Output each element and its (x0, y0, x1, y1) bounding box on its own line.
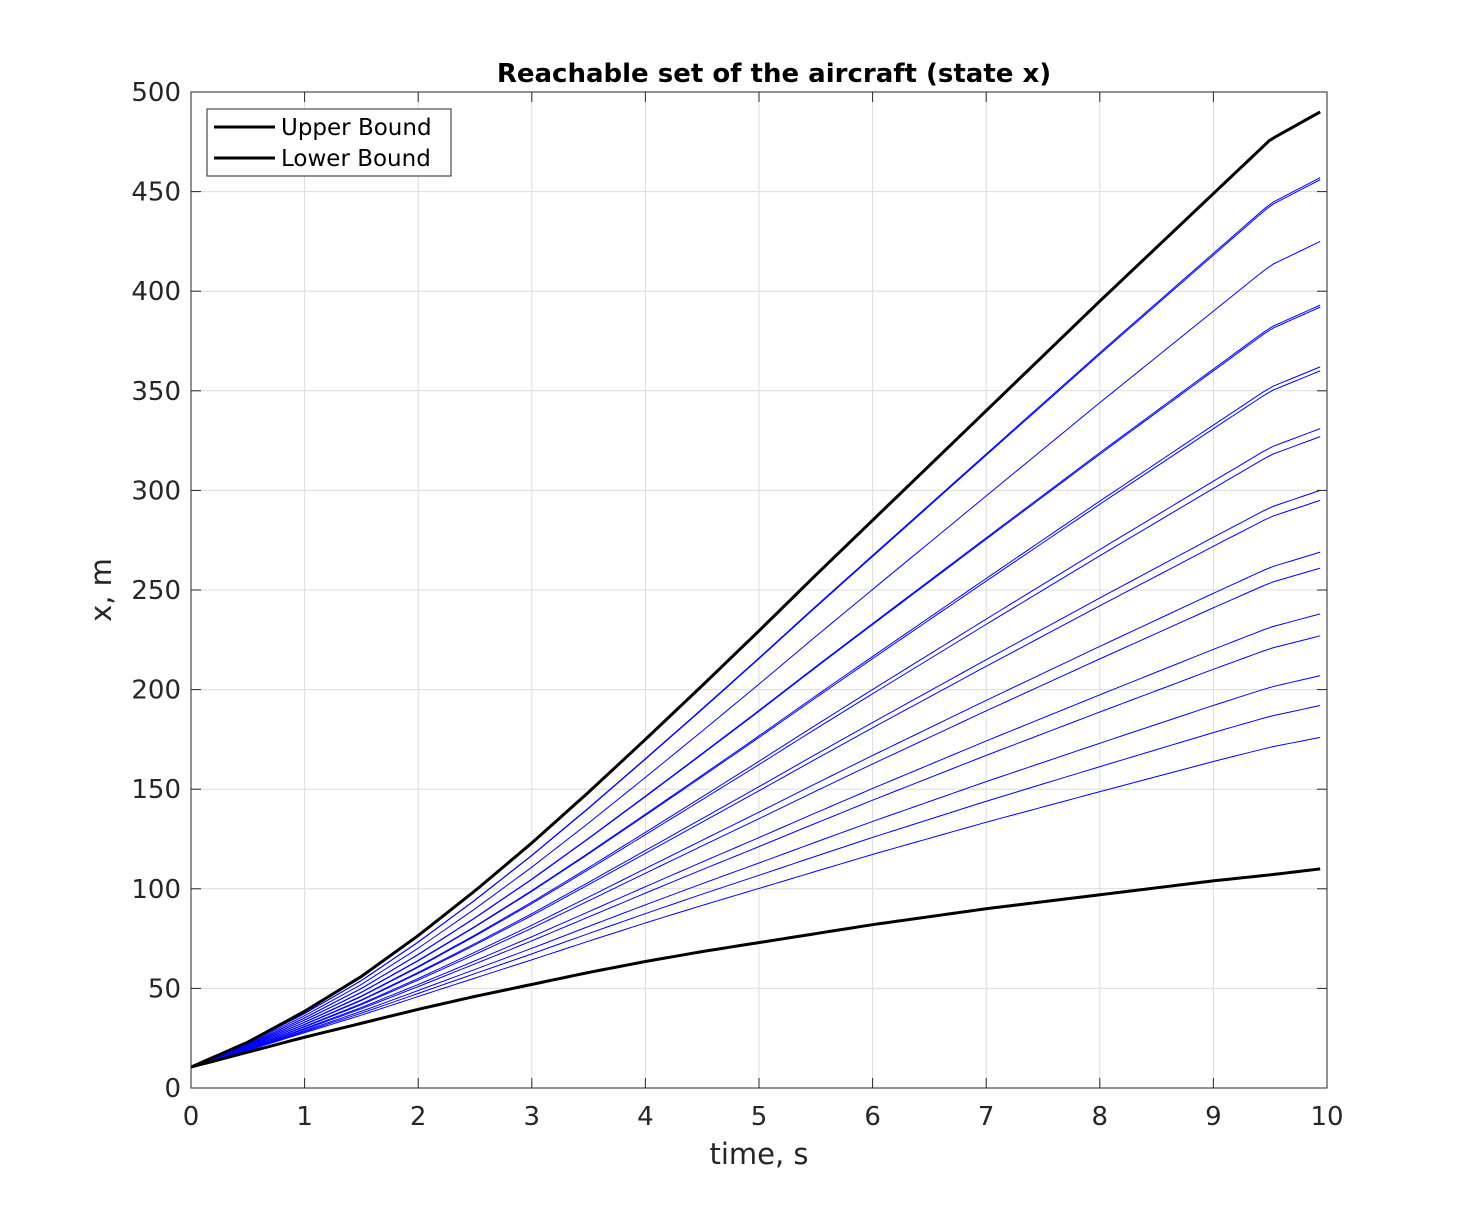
legend-label-upper: Upper Bound (281, 115, 432, 141)
y-tick-label: 500 (131, 78, 181, 108)
x-tick-label: 10 (1310, 1102, 1343, 1132)
x-tick-label: 4 (637, 1102, 654, 1132)
y-tick-label: 350 (131, 377, 181, 407)
legend: Upper Bound Lower Bound (206, 108, 452, 177)
y-tick-label: 450 (131, 178, 181, 208)
y-tick-label: 400 (131, 277, 181, 307)
trajectory-line (190, 613, 1321, 1068)
legend-label-lower: Lower Bound (281, 146, 431, 172)
legend-box (206, 108, 452, 177)
y-tick-label: 250 (131, 576, 181, 606)
chart-title: Reachable set of the aircraft (state x) (497, 59, 1051, 89)
x-tick-label: 8 (1092, 1102, 1109, 1132)
x-tick-label: 9 (1205, 1102, 1222, 1132)
trajectory-line (190, 436, 1321, 1068)
y-axis-label: x, m (84, 558, 118, 622)
trajectory-line (190, 551, 1321, 1068)
x-tick-label: 3 (524, 1102, 541, 1132)
trajectory-line (190, 736, 1321, 1068)
y-tick-label: 300 (131, 476, 181, 506)
trajectory-lines (190, 177, 1321, 1068)
lower-bound-line (190, 867, 1321, 1069)
y-tick-label: 150 (131, 775, 181, 805)
bound-lines (190, 110, 1321, 1069)
x-axis-label: time, s (709, 1137, 808, 1171)
y-tick-label: 50 (148, 974, 181, 1004)
trajectory-line (190, 240, 1321, 1068)
y-tick-label: 100 (131, 875, 181, 905)
trajectory-line (190, 370, 1321, 1068)
x-tick-label: 5 (751, 1102, 768, 1132)
y-tick-label: 0 (164, 1074, 181, 1104)
trajectory-line (190, 179, 1321, 1068)
trajectory-line (190, 567, 1321, 1068)
x-tick-label: 0 (183, 1102, 200, 1132)
trajectory-line (190, 499, 1321, 1068)
ticks: 0 1 2 3 4 5 6 7 8 9 100501001502002503003504004505… (131, 78, 1343, 1132)
x-tick-label: 7 (978, 1102, 995, 1132)
trajectory-line (190, 489, 1321, 1068)
trajectory-line (190, 675, 1321, 1068)
trajectory-line (190, 635, 1321, 1068)
y-tick-label: 200 (131, 676, 181, 706)
trajectory-line (190, 428, 1321, 1068)
x-tick-label: 6 (864, 1102, 881, 1132)
trajectory-line (190, 705, 1321, 1068)
trajectory-line (190, 306, 1321, 1068)
x-tick-label: 2 (410, 1102, 427, 1132)
x-tick-label: 1 (296, 1102, 313, 1132)
upper-bound-line (190, 110, 1321, 1069)
